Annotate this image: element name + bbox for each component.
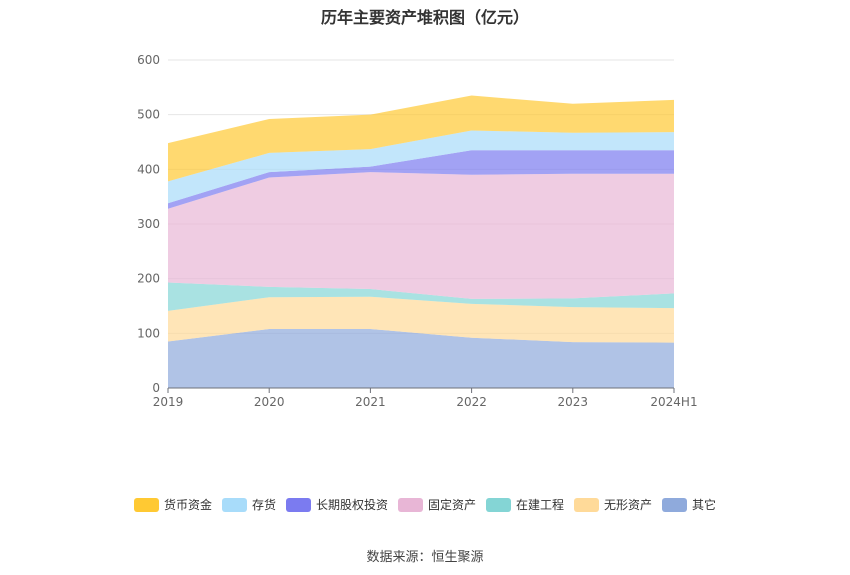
- area-series-4: [168, 150, 674, 209]
- area-series-0: [168, 328, 674, 388]
- y-tick-label: 500: [137, 108, 160, 122]
- area-series-1: [168, 296, 674, 343]
- area-series-3: [168, 172, 674, 299]
- legend-label: 货币资金: [163, 498, 212, 512]
- chart-title: 历年主要资产堆积图（亿元）: [320, 8, 529, 27]
- area-series-2: [168, 282, 674, 311]
- x-tick-label: 2023: [558, 395, 589, 409]
- legend-swatch: [486, 497, 511, 512]
- area-series-6: [168, 95, 674, 182]
- legend-label: 固定资产: [427, 498, 476, 512]
- area-series-5: [168, 130, 674, 204]
- legend-label: 长期股权投资: [315, 498, 388, 512]
- axes: 0 100 200 300 400 500 600 2019 2020 2021 2022 2023 2…: [137, 53, 698, 409]
- x-tick-label: 2024H1: [650, 395, 697, 409]
- x-tick-label: 2022: [456, 395, 487, 409]
- x-tick-label: 2019: [153, 395, 184, 409]
- legend-item[interactable]: 在建工程: [486, 496, 564, 513]
- legend-label: 在建工程: [516, 498, 565, 512]
- legend-swatch: [221, 497, 247, 512]
- legend-label: 存货: [251, 498, 276, 512]
- legend-item[interactable]: 其它: [662, 496, 716, 513]
- data-source: 数据来源：恒生聚源: [366, 550, 484, 565]
- legend: 货币资金 存货 长期股权投资 固定资产 在建工程 无形资产 其它: [0, 496, 850, 513]
- y-tick-label: 300: [137, 217, 160, 231]
- y-tick-label: 100: [137, 326, 160, 340]
- legend-item[interactable]: 固定资产: [397, 496, 476, 513]
- legend-swatch: [285, 497, 311, 512]
- legend-swatch: [133, 497, 159, 512]
- x-tick-label: 2020: [254, 395, 285, 409]
- y-tick-label: 600: [137, 53, 160, 67]
- legend-item[interactable]: 长期股权投资: [285, 496, 388, 513]
- legend-swatch: [662, 497, 688, 512]
- legend-item[interactable]: 无形资产: [574, 496, 652, 513]
- legend-swatch: [397, 497, 423, 512]
- x-tick-label: 2021: [355, 395, 386, 409]
- y-tick-label: 400: [137, 162, 160, 176]
- legend-item[interactable]: 存货: [221, 496, 276, 513]
- legend-label: 无形资产: [604, 498, 653, 512]
- legend-item[interactable]: 货币资金: [133, 496, 212, 513]
- legend-label: 其它: [692, 498, 717, 512]
- area-series: [168, 95, 674, 388]
- y-tick-label: 0: [152, 381, 160, 395]
- y-tick-label: 200: [137, 272, 160, 286]
- legend-swatch: [574, 497, 600, 512]
